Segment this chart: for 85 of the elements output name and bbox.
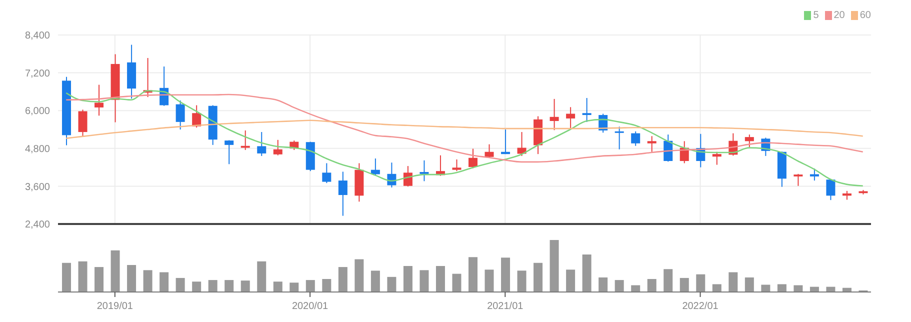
bar [192, 282, 202, 292]
candlestick [273, 139, 282, 156]
bar [566, 270, 576, 292]
bar [160, 272, 169, 292]
candlestick [501, 129, 510, 155]
bar [484, 270, 494, 292]
bar [354, 259, 364, 292]
bar [94, 267, 104, 292]
bar [338, 267, 348, 292]
bar [728, 272, 738, 292]
bar [208, 280, 218, 292]
legend-label: 20 [834, 10, 845, 21]
y-tick-label: 3,600 [24, 182, 50, 193]
bar [631, 285, 640, 292]
x-tick-label: 2022/01 [682, 301, 719, 312]
candlestick [647, 136, 656, 152]
candlestick [322, 162, 332, 184]
bar [582, 254, 592, 292]
bar [143, 270, 152, 292]
bar [534, 262, 543, 292]
y-tick-label: 8,400 [24, 30, 50, 42]
candlestick [614, 126, 624, 150]
legend-label: 5 [813, 10, 819, 21]
bar [176, 278, 185, 292]
bar [273, 282, 282, 292]
bar [62, 262, 71, 292]
bar [680, 278, 689, 292]
y-tick-label: 6,000 [24, 106, 50, 118]
candlestick [420, 160, 429, 182]
bar [306, 280, 315, 292]
candlestick [712, 151, 722, 166]
bar [387, 276, 396, 292]
x-tick-label: 2019/01 [96, 301, 134, 312]
candlestick [452, 158, 462, 172]
candlestick [240, 130, 250, 150]
candlestick [582, 98, 592, 122]
bar [78, 261, 88, 292]
candlestick [78, 109, 88, 138]
bar [110, 250, 120, 292]
candlestick [257, 132, 266, 156]
bar [403, 266, 412, 292]
bar [614, 280, 624, 292]
y-tick-label: 2,400 [24, 220, 50, 231]
bar [452, 274, 462, 292]
bar [598, 277, 608, 292]
bar [322, 279, 332, 292]
candlestick [566, 106, 576, 130]
bar [257, 261, 266, 292]
bar [761, 284, 770, 292]
bar [744, 277, 754, 292]
candlestick [403, 166, 412, 188]
y-tick-label: 4,800 [24, 144, 50, 155]
bar [712, 284, 722, 292]
candlestick [810, 168, 819, 182]
bar [696, 274, 706, 292]
candlestick [468, 148, 478, 169]
candlestick [550, 98, 559, 131]
bar [370, 270, 380, 292]
bar [794, 285, 803, 292]
legend-label: 60 [860, 10, 871, 21]
bar [664, 269, 673, 292]
bar [517, 270, 526, 292]
candlestick [94, 84, 104, 116]
candlestick [176, 100, 185, 130]
candlestick [338, 171, 348, 216]
bar [290, 282, 299, 292]
bar [501, 258, 510, 292]
y-tick-label: 7,200 [24, 68, 50, 80]
x-tick-label: 2020/01 [292, 301, 329, 312]
bar [436, 266, 445, 292]
candlestick [826, 178, 836, 201]
bar [647, 279, 656, 292]
bar [224, 280, 234, 292]
bar [468, 257, 478, 292]
candlestick [631, 130, 640, 146]
candlestick [224, 140, 234, 165]
candlestick [484, 144, 494, 158]
x-tick-label: 2021/01 [487, 301, 524, 312]
bar [420, 270, 429, 292]
candlestick [744, 134, 754, 148]
bar [240, 280, 250, 292]
bar [127, 264, 136, 292]
candlestick [794, 173, 803, 186]
bar [550, 240, 559, 292]
bar [777, 284, 786, 292]
